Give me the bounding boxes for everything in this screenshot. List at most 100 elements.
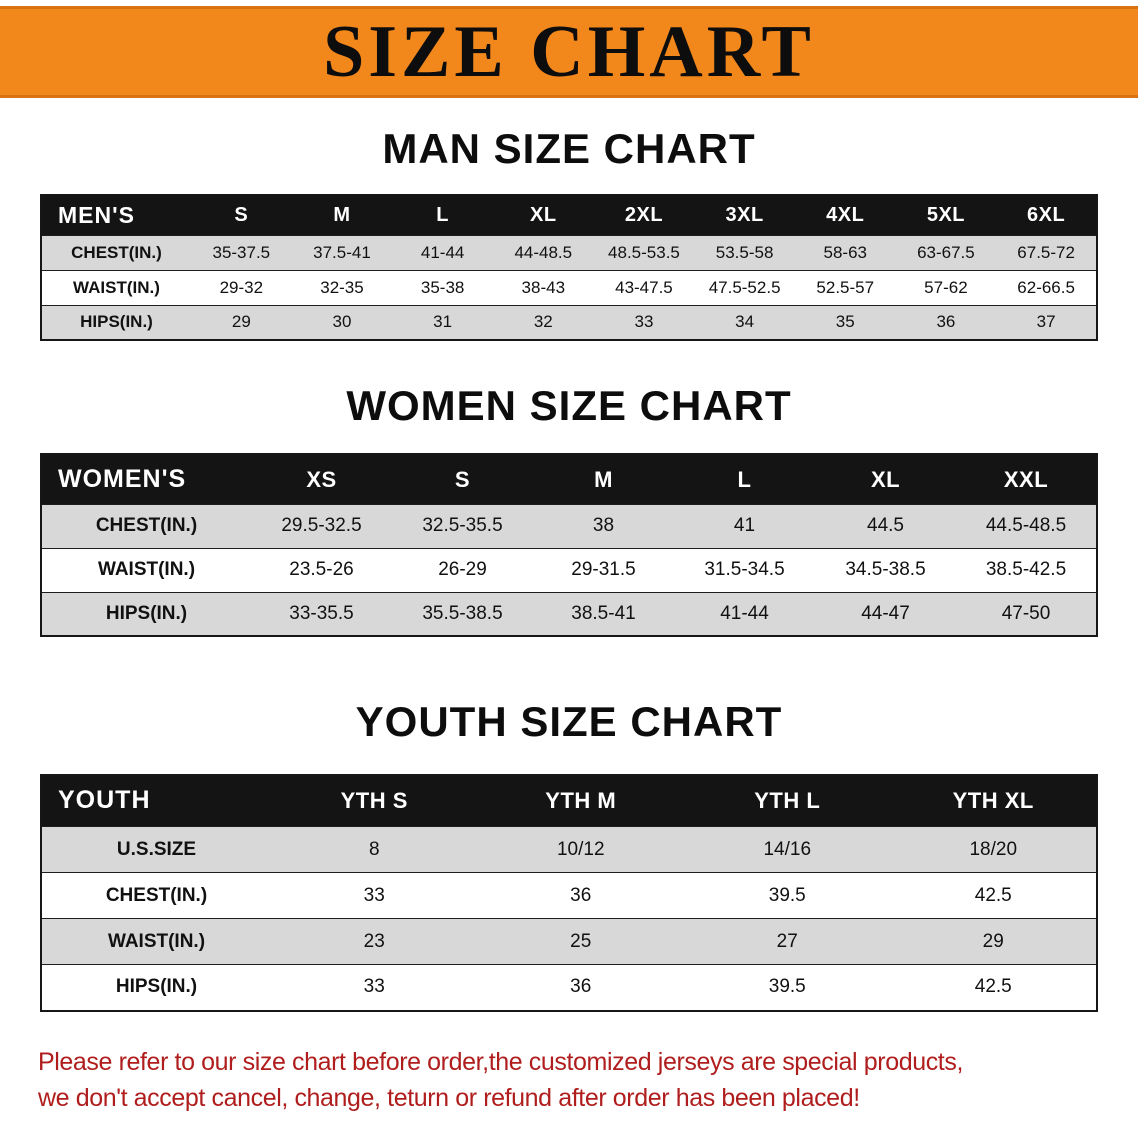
youth-size-table: YOUTH YTH S YTH M YTH L YTH XL U.S.SIZE 8 10/12… bbox=[40, 773, 1098, 1012]
page-title: SIZE CHART bbox=[323, 11, 815, 93]
measurement-row: WAIST(IN.) 23.5-26 26-29 29-31.5 31.5-34.5 34… bbox=[41, 548, 1097, 592]
header-row: WOMEN'S XS S M L XL XXL bbox=[41, 454, 1097, 505]
size-column-header: YTH XL bbox=[890, 774, 1097, 827]
size-value: 34.5-38.5 bbox=[845, 559, 926, 581]
size-column-header: 2XL bbox=[593, 195, 695, 236]
size-column-header: YTH L bbox=[684, 774, 891, 827]
row-label: HIPS(IN.) bbox=[105, 603, 188, 625]
row-label: CHEST(IN.) bbox=[105, 884, 208, 906]
table-title-cell: WOMEN'S bbox=[41, 454, 251, 505]
size-value: 18/20 bbox=[969, 838, 1018, 860]
row-label: WAIST(IN.) bbox=[97, 559, 196, 581]
men-section-heading: MAN SIZE CHART bbox=[382, 125, 756, 172]
size-column-header: 4XL bbox=[794, 195, 896, 236]
size-column-header: M bbox=[291, 195, 393, 236]
row-label: WAIST(IN.) bbox=[107, 930, 206, 952]
men-size-section: MAN SIZE CHART MEN'S S M L XL 2XL 3XL 4XL 5XL 6XL… bbox=[0, 125, 1138, 342]
size-column-header: L bbox=[392, 195, 493, 236]
size-value: 29-32 bbox=[219, 277, 264, 297]
size-value: 57-62 bbox=[924, 277, 968, 297]
size-value: 48.5-53.5 bbox=[608, 242, 680, 262]
size-value: 35-37.5 bbox=[212, 242, 271, 262]
size-value: 36 bbox=[570, 976, 592, 998]
size-value: 32-35 bbox=[320, 277, 364, 297]
men-size-table: MEN'S S M L XL 2XL 3XL 4XL 5XL 6XL CHEST(IN.) 35-37… bbox=[40, 194, 1098, 342]
row-label: CHEST(IN.) bbox=[71, 242, 162, 262]
header-row: YOUTH YTH S YTH M YTH L YTH XL bbox=[41, 774, 1097, 827]
size-column-header: XXL bbox=[956, 454, 1097, 505]
disclaimer-line-1: Please refer to our size chart before or… bbox=[38, 1047, 963, 1076]
size-value: 23.5-26 bbox=[289, 559, 354, 581]
women-section-heading: WOMEN SIZE CHART bbox=[346, 382, 792, 430]
measurement-row: HIPS(IN.) 29 30 31 32 33 34 35 36 37 bbox=[41, 305, 1097, 341]
size-value: 34 bbox=[735, 312, 755, 332]
size-column-header: XL bbox=[815, 454, 956, 505]
size-value: 35 bbox=[835, 312, 855, 332]
size-value: 38 bbox=[592, 515, 615, 537]
size-value: 30 bbox=[332, 312, 352, 332]
size-value: 41 bbox=[733, 515, 756, 537]
row-label: HIPS(IN.) bbox=[80, 312, 153, 332]
size-value: 44-47 bbox=[861, 603, 910, 625]
size-value: 25 bbox=[570, 930, 592, 952]
size-value: 26-29 bbox=[438, 559, 487, 581]
size-value: 31 bbox=[433, 312, 453, 332]
size-value: 35-38 bbox=[420, 277, 465, 297]
size-value: 37 bbox=[1036, 312, 1056, 332]
size-value: 42.5 bbox=[974, 884, 1012, 906]
size-value: 29 bbox=[982, 930, 1004, 952]
size-value: 10/12 bbox=[556, 838, 605, 860]
row-label: CHEST(IN.) bbox=[95, 515, 198, 537]
size-value: 52.5-57 bbox=[816, 277, 875, 297]
size-value: 39.5 bbox=[768, 976, 806, 998]
size-value: 8 bbox=[368, 838, 380, 860]
measurement-row: CHEST(IN.) 35-37.5 37.5-41 41-44 44-48.5 48.5… bbox=[41, 235, 1097, 271]
table-head: YOUTH YTH S YTH M YTH L YTH XL bbox=[41, 774, 1097, 827]
row-label: WAIST(IN.) bbox=[73, 277, 160, 297]
size-column-header: XS bbox=[251, 454, 392, 505]
measurement-row: HIPS(IN.) 33-35.5 35.5-38.5 38.5-41 41-44 44-… bbox=[41, 592, 1097, 637]
size-value: 33-35.5 bbox=[289, 603, 354, 625]
size-column-header: 5XL bbox=[895, 195, 997, 236]
size-value: 43-47.5 bbox=[615, 277, 673, 297]
table-head: MEN'S S M L XL 2XL 3XL 4XL 5XL 6XL bbox=[41, 195, 1097, 236]
women-size-table: WOMEN'S XS S M L XL XXL CHEST(IN.) 29.5-32.5 32.5… bbox=[40, 453, 1098, 638]
header-row: MEN'S S M L XL 2XL 3XL 4XL 5XL 6XL bbox=[41, 195, 1097, 236]
size-value: 33 bbox=[363, 884, 385, 906]
table-body: U.S.SIZE 8 10/12 14/16 18/20 CHEST(IN.) 33 36 39… bbox=[41, 826, 1097, 1011]
size-column-header: YTH S bbox=[271, 774, 478, 827]
measurement-row: HIPS(IN.) 33 36 39.5 42.5 bbox=[41, 964, 1097, 1011]
size-value: 33 bbox=[634, 312, 654, 332]
size-column-header: 6XL bbox=[996, 195, 1097, 236]
size-column-header: 3XL bbox=[694, 195, 795, 236]
size-value: 36 bbox=[936, 312, 956, 332]
measurement-row: WAIST(IN.) 23 25 27 29 bbox=[41, 918, 1097, 965]
size-value: 41-44 bbox=[720, 603, 769, 625]
youth-size-section: YOUTH SIZE CHART YOUTH YTH S YTH M YTH L YTH… bbox=[0, 699, 1138, 1012]
size-value: 35.5-38.5 bbox=[422, 603, 503, 625]
size-value: 47.5-52.5 bbox=[708, 277, 781, 297]
size-column-header: YTH M bbox=[477, 774, 684, 827]
size-value: 23 bbox=[363, 930, 385, 952]
table-body: CHEST(IN.) 35-37.5 37.5-41 41-44 44-48.5 48.5… bbox=[41, 235, 1097, 341]
size-value: 38-43 bbox=[521, 277, 566, 297]
disclaimer-line-2: we don't accept cancel, change, teturn o… bbox=[38, 1083, 860, 1112]
size-value: 27 bbox=[776, 930, 798, 952]
size-value: 29 bbox=[231, 312, 251, 332]
size-value: 62-66.5 bbox=[1017, 277, 1075, 297]
size-value: 32.5-35.5 bbox=[422, 515, 503, 537]
size-column-header: L bbox=[674, 454, 815, 505]
size-value: 58-63 bbox=[823, 242, 867, 262]
size-value: 38.5-42.5 bbox=[985, 559, 1067, 581]
measurement-row: CHEST(IN.) 29.5-32.5 32.5-35.5 38 41 44.5 44.5… bbox=[41, 504, 1097, 549]
size-column-header: M bbox=[533, 454, 674, 505]
measurement-row: U.S.SIZE 8 10/12 14/16 18/20 bbox=[41, 826, 1097, 873]
size-value: 42.5 bbox=[974, 976, 1012, 998]
size-chart-sheet: SIZE CHART MAN SIZE CHART MEN'S S M L XL 2XL 3… bbox=[0, 6, 1138, 1116]
measurement-row: CHEST(IN.) 33 36 39.5 42.5 bbox=[41, 872, 1097, 919]
women-size-section: WOMEN SIZE CHART WOMEN'S XS S M L XL XXL CHEST(… bbox=[0, 382, 1138, 638]
size-value: 31.5-34.5 bbox=[704, 559, 785, 581]
row-label: U.S.SIZE bbox=[116, 838, 197, 860]
size-value: 29-31.5 bbox=[571, 559, 636, 581]
table-head: WOMEN'S XS S M L XL XXL bbox=[41, 454, 1097, 505]
